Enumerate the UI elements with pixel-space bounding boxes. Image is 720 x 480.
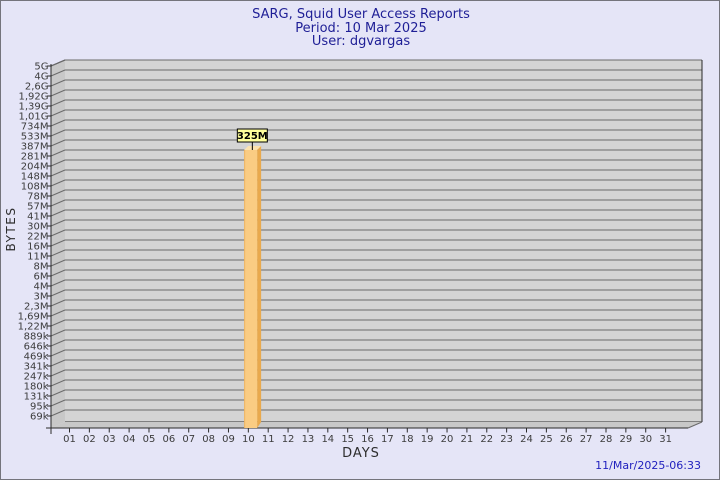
x-axis-ticks: 01 02 03 04 05 06 07 08 09 10 11 12 13 14 15 16 17 18 19 20… [63, 428, 672, 445]
y-tick-label: 281M [21, 152, 49, 163]
x-tick-label: 27 [580, 434, 593, 445]
x-tick-label: 17 [381, 434, 394, 445]
y-tick-label: 5G [34, 62, 48, 73]
x-tick-label: 06 [162, 434, 175, 445]
y-tick-label: 30M [27, 222, 48, 233]
y-tick-label: 6M [34, 272, 49, 283]
x-tick-label: 08 [202, 434, 215, 445]
report-user: User: dgvargas [311, 34, 411, 49]
x-tick-label: 14 [321, 434, 334, 445]
y-tick-label: 11M [27, 252, 48, 263]
x-tick-label: 13 [302, 434, 315, 445]
y-tick-label: 131k [24, 392, 49, 403]
y-tick-label: 22M [27, 232, 48, 243]
x-tick-label: 11 [262, 434, 275, 445]
y-tick-label: 180k [24, 382, 49, 393]
x-tick-label: 18 [401, 434, 414, 445]
x-tick-label: 02 [83, 434, 96, 445]
y-tick-label: 734M [21, 122, 49, 133]
generation-timestamp: 11/Mar/2025-06:33 [595, 459, 701, 472]
x-tick-label: 23 [500, 434, 513, 445]
x-tick-label: 05 [143, 434, 156, 445]
y-tick-label: 247k [24, 372, 49, 383]
y-tick-label: 1,39G [18, 102, 48, 113]
x-tick-label: 25 [540, 434, 553, 445]
x-tick-label: 22 [480, 434, 493, 445]
floor [51, 422, 702, 428]
x-tick-label: 10 [242, 434, 255, 445]
y-tick-label: 204M [21, 162, 49, 173]
x-tick-label: 07 [182, 434, 195, 445]
y-tick-label: 2,3M [24, 302, 49, 313]
y-tick-label: 646k [24, 342, 49, 353]
x-tick-label: 24 [520, 434, 533, 445]
y-tick-label: 95k [30, 402, 49, 413]
y-tick-label: 1,22M [18, 322, 49, 333]
y-tick-label: 4M [34, 282, 49, 293]
x-tick-label: 30 [639, 434, 652, 445]
y-tick-label: 3M [34, 292, 49, 303]
x-tick-label: 19 [421, 434, 434, 445]
y-tick-label: 78M [27, 192, 48, 203]
y-tick-label: 341k [24, 362, 49, 373]
x-tick-label: 04 [123, 434, 136, 445]
report-title: SARG, Squid User Access Reports [252, 7, 470, 22]
y-tick-label: 41M [27, 212, 48, 223]
x-tick-label: 03 [103, 434, 116, 445]
y-tick-label: 1,92G [18, 92, 48, 103]
y-axis-ticks: 5G4G2,6G1,92G1,39G1,01G734M533M387M281M2… [18, 59, 66, 423]
bar-value-label: 325M [237, 131, 268, 142]
gridlines [65, 59, 702, 423]
y-tick-label: 57M [27, 202, 48, 213]
x-axis-title: DAYS [342, 446, 380, 461]
y-tick-label: 387M [21, 142, 49, 153]
y-tick-label: 889k [24, 332, 49, 343]
y-tick-label: 4G [34, 72, 48, 83]
x-tick-label: 28 [600, 434, 613, 445]
x-tick-label: 21 [461, 434, 474, 445]
y-tick-label: 8M [34, 262, 49, 273]
y-tick-label: 108M [21, 182, 49, 193]
y-tick-label: 1,01G [18, 112, 48, 123]
y-tick-label: 533M [21, 132, 49, 143]
x-tick-label: 16 [361, 434, 374, 445]
x-tick-label: 12 [282, 434, 295, 445]
x-tick-label: 31 [659, 434, 672, 445]
x-tick-label: 09 [222, 434, 235, 445]
x-tick-label: 29 [619, 434, 632, 445]
x-tick-label: 20 [441, 434, 454, 445]
y-tick-label: 69k [30, 412, 49, 423]
y-tick-label: 16M [27, 242, 48, 253]
x-tick-label: 26 [560, 434, 573, 445]
report-header: SARG, Squid User Access Reports Period: … [1, 7, 719, 49]
y-tick-label: 148M [21, 172, 49, 183]
y-tick-label: 2,6G [25, 82, 49, 93]
bar-day-10 [244, 146, 262, 428]
plot-area [65, 60, 702, 422]
y-tick-label: 469k [24, 352, 49, 363]
bar-value-callout: 325M [236, 128, 268, 150]
x-tick-label: 15 [341, 434, 354, 445]
y-tick-label: 1,69M [18, 312, 49, 323]
x-tick-label: 01 [63, 434, 76, 445]
report-period: Period: 10 Mar 2025 [295, 20, 427, 36]
